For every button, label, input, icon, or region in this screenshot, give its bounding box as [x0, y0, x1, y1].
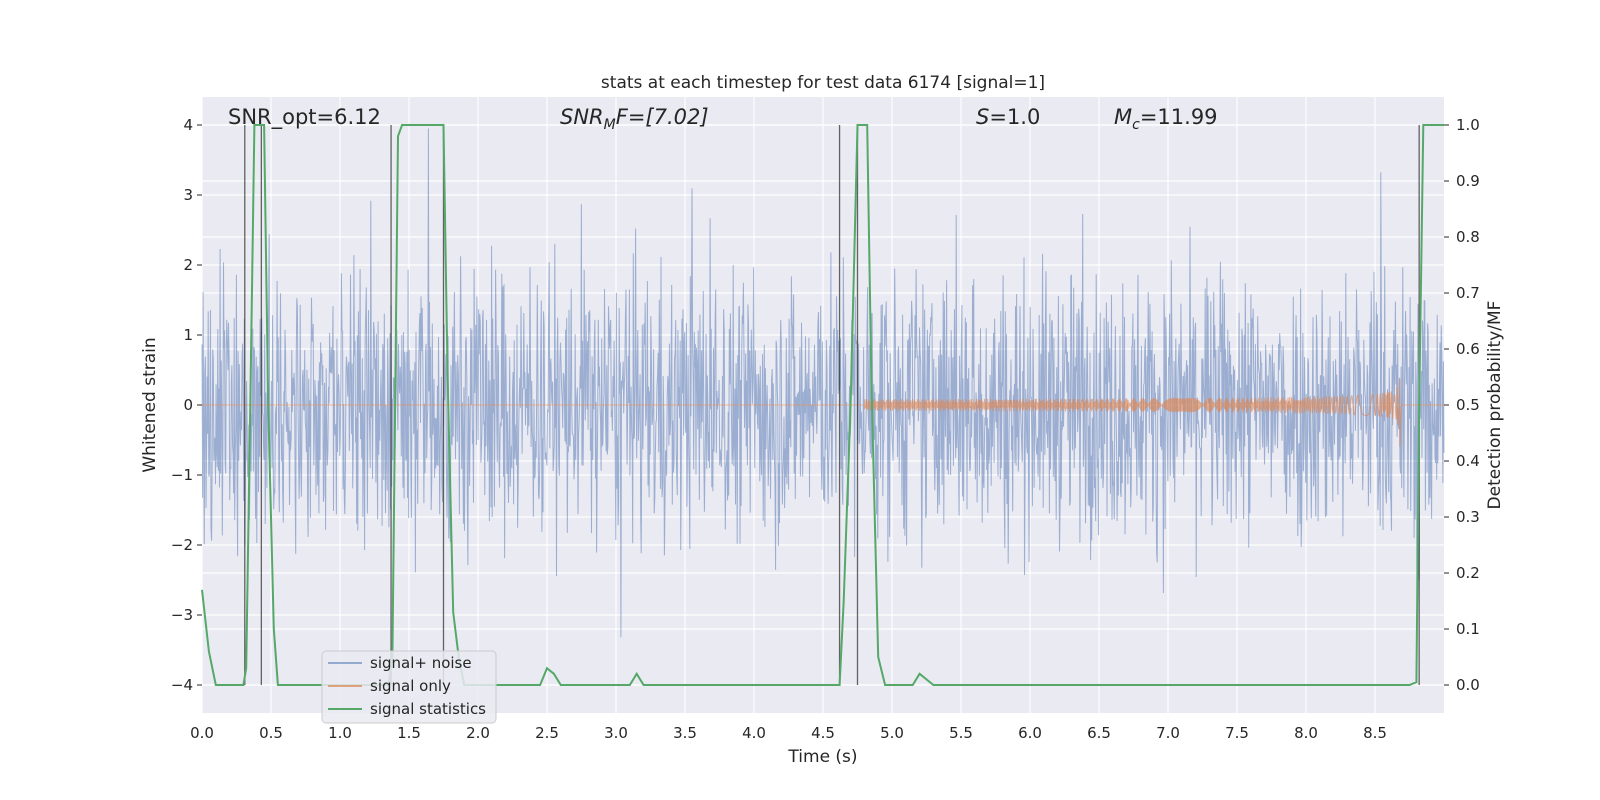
- y-left-tick-label: −1: [171, 466, 193, 484]
- signal-only-series: [202, 378, 1444, 448]
- y-right-tick-label: 0.5: [1456, 396, 1480, 414]
- y-right-tick-label: 0.1: [1456, 620, 1480, 638]
- x-tick-label: 0.0: [190, 724, 214, 742]
- x-tick-label: 2.0: [466, 724, 490, 742]
- y-right-tick-label: 0.8: [1456, 228, 1480, 246]
- x-tick-label: 5.5: [949, 724, 973, 742]
- y-left-tick-label: 3: [183, 186, 193, 204]
- annotation-mc: Mc=11.99: [1114, 105, 1218, 133]
- x-tick-label: 7.5: [1225, 724, 1249, 742]
- y-right-tick-label: 1.0: [1456, 116, 1480, 134]
- y-right-tick-label: 0.2: [1456, 564, 1480, 582]
- x-axis-label: Time (s): [787, 747, 857, 767]
- y-right-tick-label: 0.0: [1456, 676, 1480, 694]
- x-tick-label: 4.5: [811, 724, 835, 742]
- x-tick-label: 4.0: [742, 724, 766, 742]
- legend-box: [321, 650, 497, 724]
- x-tick-label: 8.5: [1363, 724, 1387, 742]
- x-tick-label: 1.5: [397, 724, 421, 742]
- signal-only-line: [202, 378, 1444, 448]
- y-left-tick-label: 4: [183, 116, 193, 134]
- annotation-s: S=1.0: [976, 105, 1040, 129]
- y-right-axis-label: Detection probability/MF: [1485, 301, 1505, 510]
- signal-statistics-series: [201, 124, 1444, 686]
- x-tick-label: 3.0: [604, 724, 628, 742]
- x-tick-label: 3.5: [673, 724, 697, 742]
- y-right-tick-label: 0.6: [1456, 340, 1480, 358]
- x-tick-label: 0.5: [259, 724, 283, 742]
- legend: signal+ noise signal only signal statist…: [321, 650, 497, 724]
- x-tick-label: 6.0: [1018, 724, 1042, 742]
- legend-label-stat: signal statistics: [370, 700, 486, 718]
- x-tick-label: 8.0: [1294, 724, 1318, 742]
- x-axis-ticks: 0.0 0.5 1.0 1.5 2.0 2.5 3.0 3.5 4.0 4.5 5.0 5.5 6.0 6…: [190, 724, 1387, 742]
- y-left-tick-label: −4: [171, 676, 193, 694]
- y-left-tick-label: 0: [183, 396, 193, 414]
- y-right-tick-label: 0.4: [1456, 452, 1480, 470]
- annotation-snr-mf: SNRMF=[7.02]: [560, 105, 709, 133]
- x-tick-label: 5.0: [880, 724, 904, 742]
- y-right-axis-ticks: 1.0 0.9 0.8 0.7 0.6 0.5 0.4 0.3 0.2 0.1 0.0: [1444, 116, 1480, 694]
- x-tick-label: 7.0: [1156, 724, 1180, 742]
- chart-title: stats at each timestep for test data 617…: [601, 73, 1045, 93]
- y-left-tick-label: 2: [183, 256, 193, 274]
- x-tick-label: 2.5: [535, 724, 559, 742]
- y-left-axis-label: Whitened strain: [140, 337, 160, 472]
- y-right-tick-label: 0.9: [1456, 172, 1480, 190]
- legend-label-noise: signal+ noise: [370, 654, 472, 672]
- x-tick-label: 1.0: [328, 724, 352, 742]
- y-right-tick-label: 0.7: [1456, 284, 1480, 302]
- y-right-tick-label: 0.3: [1456, 508, 1480, 526]
- annotation-snr-opt: SNR_opt=6.12: [228, 105, 381, 130]
- x-tick-label: 6.5: [1087, 724, 1111, 742]
- y-left-tick-label: 1: [183, 326, 193, 344]
- y-left-tick-label: −3: [171, 606, 193, 624]
- signal-statistics-line: [201, 124, 1444, 686]
- legend-label-signal: signal only: [370, 677, 451, 695]
- y-left-axis-ticks: 4 3 2 1 0 −1 −2 −3 −4: [171, 116, 202, 694]
- y-left-tick-label: −2: [171, 536, 193, 554]
